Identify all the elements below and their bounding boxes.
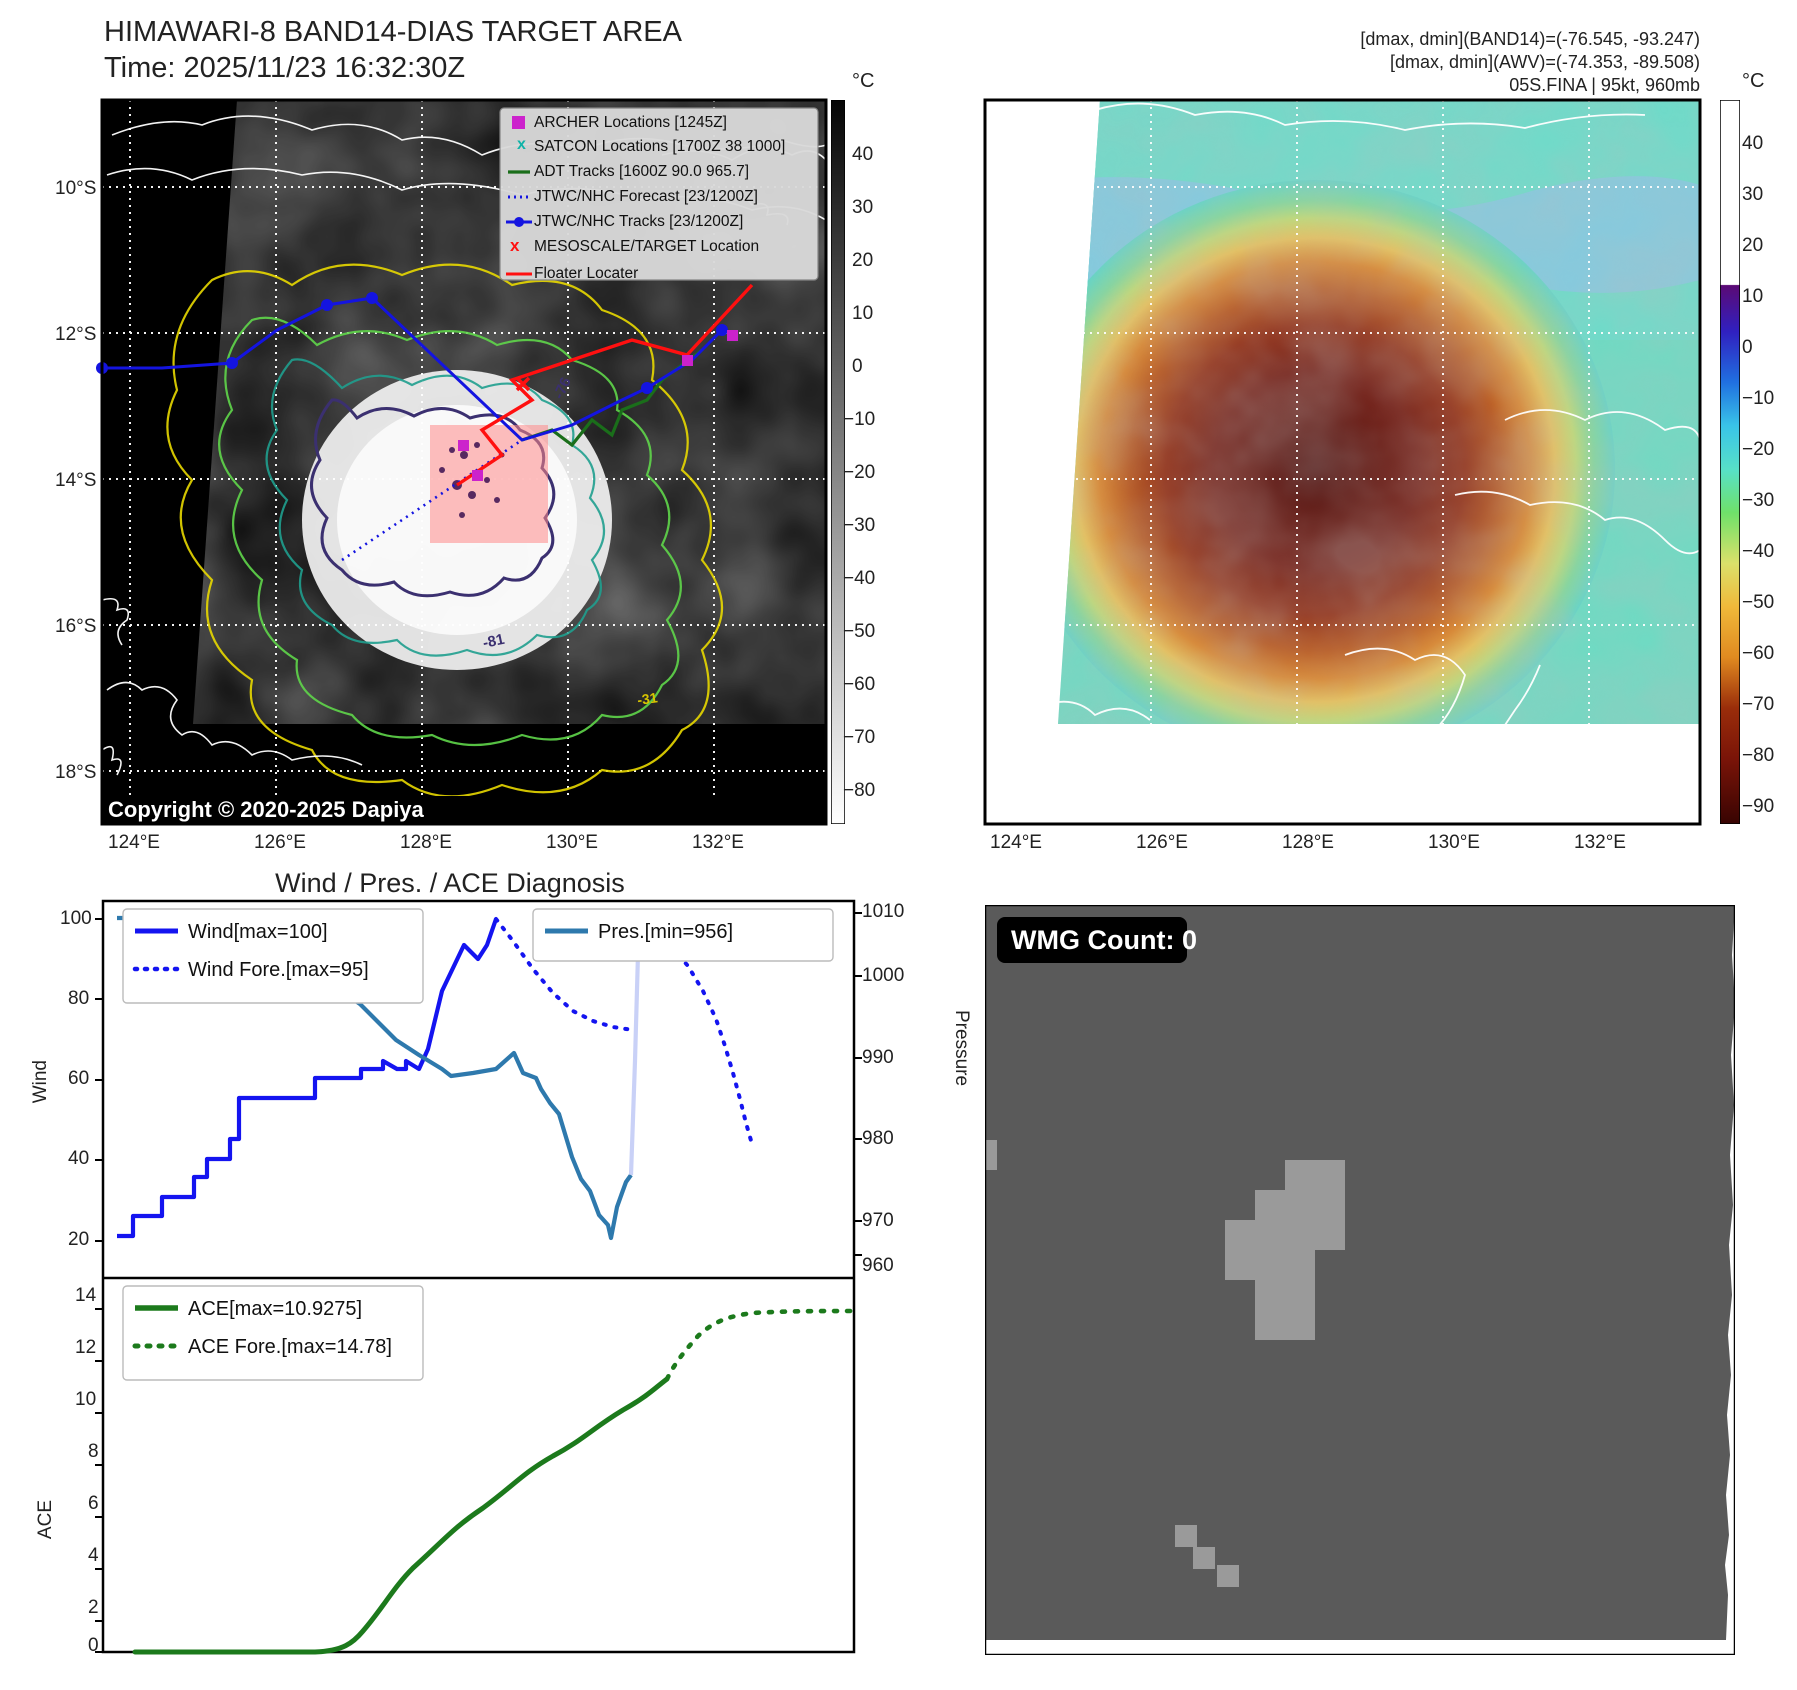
svg-text:SATCON Locations [1700Z 38 100: SATCON Locations [1700Z 38 1000]: [534, 138, 785, 155]
svg-text:x: x: [517, 136, 526, 153]
svg-text:ACE[max=10.9275]: ACE[max=10.9275]: [188, 1298, 362, 1320]
svg-text:MESOSCALE/TARGET Location: MESOSCALE/TARGET Location: [534, 238, 759, 255]
svg-text:ADT Tracks [1600Z 90.0 965.7]: ADT Tracks [1600Z 90.0 965.7]: [534, 163, 749, 180]
svg-text:x: x: [510, 236, 520, 255]
svg-text:JTWC/NHC Forecast [23/1200Z]: JTWC/NHC Forecast [23/1200Z]: [534, 188, 758, 205]
svg-text:Pres.[min=956]: Pres.[min=956]: [598, 921, 733, 943]
svg-text:WMG Count: 0: WMG Count: 0: [1011, 925, 1197, 955]
svg-text:JTWC/NHC Tracks [23/1200Z]: JTWC/NHC Tracks [23/1200Z]: [534, 213, 743, 230]
svg-text:ARCHER Locations [1245Z]: ARCHER Locations [1245Z]: [534, 114, 727, 131]
svg-text:Wind[max=100]: Wind[max=100]: [188, 921, 328, 943]
svg-text:ACE Fore.[max=14.78]: ACE Fore.[max=14.78]: [188, 1336, 392, 1358]
svg-text:-31: -31: [636, 689, 658, 708]
svg-text:Wind Fore.[max=95]: Wind Fore.[max=95]: [188, 959, 369, 981]
svg-text:Copyright © 2020-2025 Dapiya: Copyright © 2020-2025 Dapiya: [108, 797, 425, 822]
svg-text:Floater Locater: Floater Locater: [534, 265, 638, 282]
